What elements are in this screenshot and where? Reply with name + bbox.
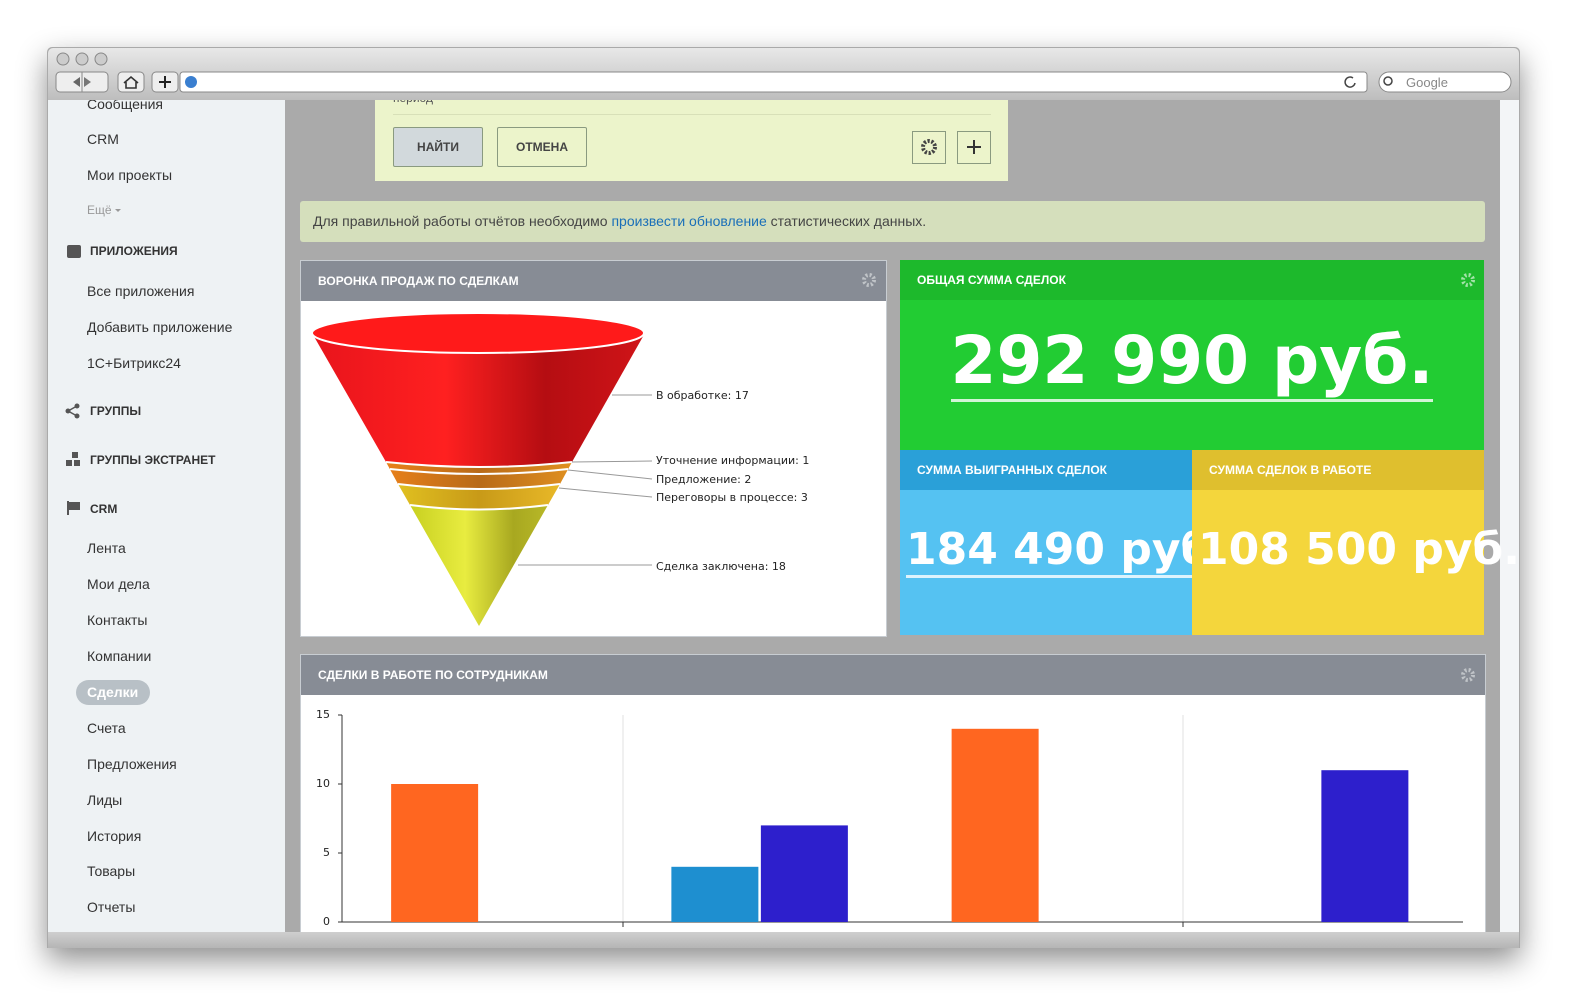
won-value: 184 490 руб. (906, 522, 1228, 578)
menu-item[interactable]: CRM (87, 131, 119, 147)
add-button[interactable] (957, 131, 991, 164)
widget-header: СУММА ВЫИГРАННЫХ СДЕЛОК (900, 450, 1192, 490)
funnel-label: Переговоры в процессе: 3 (656, 491, 808, 504)
widget-header: СДЕЛКИ В РАБОТЕ ПО СОТРУДНИКАМ (301, 655, 1485, 695)
bar (760, 825, 848, 922)
active-item-bg (76, 680, 150, 705)
widget-title: СУММА ВЫИГРАННЫХ СДЕЛОК (917, 463, 1107, 477)
y-tick-label: 10 (316, 777, 330, 790)
filter-panel: период НАЙТИ ОТМЕНА (375, 100, 1008, 181)
section-icons (65, 403, 80, 515)
search-field[interactable]: Google (1406, 75, 1448, 90)
menu-item[interactable]: Отчеты (87, 899, 136, 915)
menu-item[interactable]: Лента (87, 540, 126, 556)
menu-item[interactable]: Товары (87, 863, 136, 879)
in-work-widget: СУММА СДЕЛОК В РАБОТЕ 108 500 руб. (1192, 450, 1519, 635)
y-tick-label: 5 (323, 846, 330, 859)
divider (393, 114, 991, 115)
bar (1321, 770, 1409, 922)
menu-item[interactable]: Предложения (87, 756, 177, 772)
notice-text: Для правильной работы отчётов необходимо (313, 213, 608, 229)
more-toggle[interactable]: Ещё (87, 203, 112, 217)
menu-item[interactable]: Мои дела (87, 576, 150, 592)
menu-item[interactable]: Счета (87, 720, 126, 736)
settings-button[interactable] (912, 131, 946, 164)
won-widget: СУММА ВЫИГРАННЫХ СДЕЛОК 184 490 руб. (900, 450, 1228, 635)
more-caret (115, 209, 121, 215)
section-title[interactable]: ГРУППЫ ЭКСТРАНЕТ (90, 453, 216, 467)
browser-toolbar: Google (48, 48, 1519, 100)
notice-text: статистических данных. (770, 213, 927, 229)
widget-title: СУММА СДЕЛОК В РАБОТЕ (1209, 463, 1372, 477)
y-tick-label: 0 (323, 915, 330, 928)
section-title[interactable]: ПРИЛОЖЕНИЯ (90, 244, 178, 258)
section-title[interactable]: ГРУППЫ (90, 404, 142, 418)
funnel-label: Уточнение информации: 1 (656, 454, 809, 467)
notice-link[interactable]: произвести обновление (611, 213, 767, 229)
find-button[interactable]: НАЙТИ (393, 127, 483, 167)
widget-title: ОБЩАЯ СУММА СДЕЛОК (917, 273, 1066, 287)
section-title[interactable]: CRM (90, 502, 118, 516)
total-value: 292 990 руб. (900, 322, 1484, 402)
widget-title: ВОРОНКА ПРОДАЖ ПО СДЕЛКАМ (318, 274, 519, 288)
won-value-text[interactable]: 184 490 руб. (906, 524, 1228, 578)
menu-item-active[interactable]: Сделки (87, 684, 139, 700)
funnel-label: Сделка заключена: 18 (656, 560, 786, 573)
cancel-button[interactable]: ОТМЕНА (497, 127, 587, 167)
funnel: В обработке: 17 Уточнение информации: 1 … (311, 312, 809, 626)
total-value-text[interactable]: 292 990 руб. (950, 322, 1434, 402)
menu-item[interactable]: История (87, 828, 142, 844)
chart-frame (622, 715, 1184, 922)
toolbar-icons (55, 52, 1512, 93)
widget-header: ВОРОНКА ПРОДАЖ ПО СДЕЛКАМ (301, 261, 886, 301)
bar (951, 728, 1039, 922)
bar (671, 866, 759, 922)
filter-icons (921, 139, 981, 155)
menu-item[interactable]: Добавить приложение (87, 319, 233, 335)
funnel-label: Предложение: 2 (656, 473, 751, 486)
funnel-label: В обработке: 17 (656, 389, 749, 402)
menu-item[interactable]: Все приложения (87, 283, 195, 299)
menu-item[interactable]: Контакты (87, 612, 148, 628)
widget-title: СДЕЛКИ В РАБОТЕ ПО СОТРУДНИКАМ (318, 668, 548, 682)
filter-label: период (393, 100, 433, 107)
widget-header: ОБЩАЯ СУММА СДЕЛОК (900, 260, 1484, 300)
menu-item[interactable]: Лиды (87, 792, 123, 808)
menu-item[interactable]: Компании (87, 648, 152, 664)
bar (391, 784, 479, 922)
gear-icons (862, 273, 1475, 682)
total-widget: ОБЩАЯ СУММА СДЕЛОК 292 990 руб. (900, 260, 1484, 450)
scroll-area (1500, 100, 1519, 932)
apps-icon (67, 245, 81, 258)
y-tick-label: 15 (316, 708, 330, 721)
notice: Для правильной работы отчётов необходимо… (300, 201, 1485, 242)
widget-header: СУММА СДЕЛОК В РАБОТЕ (1192, 450, 1484, 490)
menu-item[interactable]: Сообщения (87, 96, 163, 112)
menu-item[interactable]: Мои проекты (87, 167, 173, 183)
in-work-value: 108 500 руб. (1198, 524, 1520, 575)
status-bar (48, 932, 1519, 948)
menu-item[interactable]: 1С+Битрикс24 (87, 355, 181, 371)
sidebar (48, 100, 285, 932)
chart-widget: СДЕЛКИ В РАБОТЕ ПО СОТРУДНИКАМ (300, 654, 1486, 932)
